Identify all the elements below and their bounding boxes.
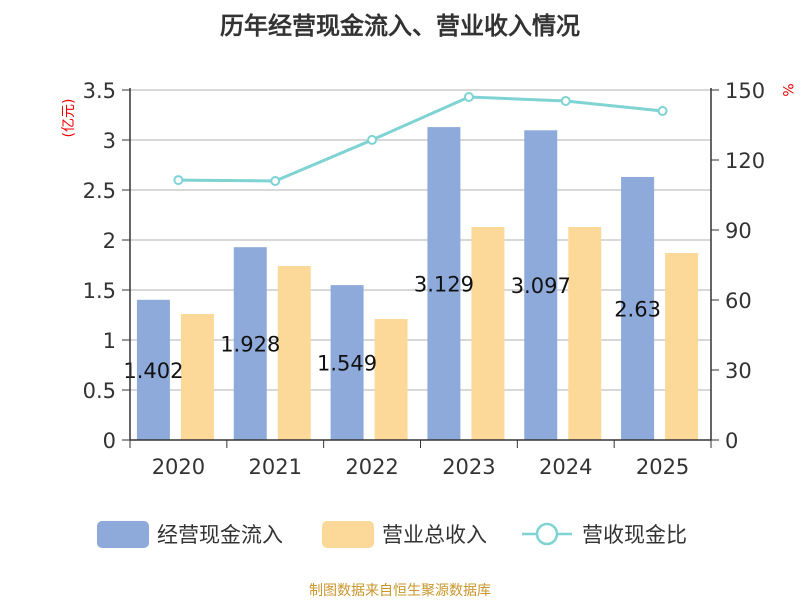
x-tick-label: 2022 [345, 455, 398, 479]
bar-revenue [277, 266, 311, 440]
x-tick-label: 2024 [539, 455, 592, 479]
x-tick-label: 2023 [442, 455, 495, 479]
x-tick-label: 2025 [636, 455, 689, 479]
line-ratio [178, 95, 663, 183]
right-axis-label: % [779, 83, 795, 96]
line-point [657, 106, 668, 116]
line-point [463, 92, 474, 102]
line-point [367, 134, 378, 145]
chart-svg: 0 0.5 1 1.5 2 2.5 3 3.5 0 30 60 90 120 150 (亿元)% 1.402 1… [61, 79, 795, 548]
bar-revenue [471, 227, 505, 440]
chart-title: 历年经营现金流入、营业收入情况 [220, 12, 580, 40]
legend-swatch [97, 521, 149, 548]
right-tick-label: 150 [725, 79, 765, 103]
legend-label: 经营现金流入 [157, 523, 283, 547]
right-tick-label: 0 [725, 429, 738, 453]
left-tick-label: 1 [103, 329, 116, 353]
data-label: 1.402 [123, 359, 183, 383]
bar-revenue [180, 314, 214, 440]
legend-label: 营业总收入 [382, 523, 487, 547]
data-label: 1.928 [220, 333, 280, 357]
right-tick-label: 90 [725, 219, 752, 243]
bar-cash-inflow [621, 177, 655, 440]
data-label: 1.549 [317, 352, 377, 376]
bar-cash-inflow [524, 130, 558, 441]
right-tick-label: 120 [725, 149, 765, 173]
right-tick-label: 60 [725, 289, 752, 313]
left-axis-label: (亿元) [61, 99, 77, 138]
x-tick-label: 2020 [152, 455, 205, 479]
legend-swatch [322, 521, 374, 548]
bar-cash-inflow [330, 285, 364, 440]
data-label: 2.63 [614, 298, 661, 322]
data-label: 3.097 [511, 274, 571, 298]
left-tick-label: 0 [103, 429, 116, 453]
line-point [270, 176, 281, 186]
source-footer: 制图数据来自恒生聚源数据库 [309, 583, 491, 599]
data-label: 3.129 [414, 273, 474, 297]
bar-revenue [568, 227, 602, 440]
legend-swatch-marker [535, 522, 559, 546]
left-tick-label: 3 [103, 129, 116, 153]
left-tick-label: 0.5 [83, 379, 116, 403]
left-tick-label: 2.5 [83, 179, 116, 203]
bar-cash-inflow [136, 299, 170, 440]
bar-cash-inflow [233, 247, 267, 440]
bar-revenue [374, 319, 408, 440]
line-point [173, 175, 184, 186]
left-tick-label: 3.5 [83, 79, 116, 103]
bar-revenue [665, 253, 699, 440]
right-tick-label: 30 [725, 359, 752, 383]
line-point [560, 95, 571, 106]
x-tick-label: 2021 [249, 455, 302, 479]
bar-cash-inflow [427, 127, 461, 440]
left-tick-label: 2 [103, 229, 116, 253]
legend-label: 营收现金比 [582, 523, 687, 547]
left-tick-label: 1.5 [83, 279, 116, 303]
